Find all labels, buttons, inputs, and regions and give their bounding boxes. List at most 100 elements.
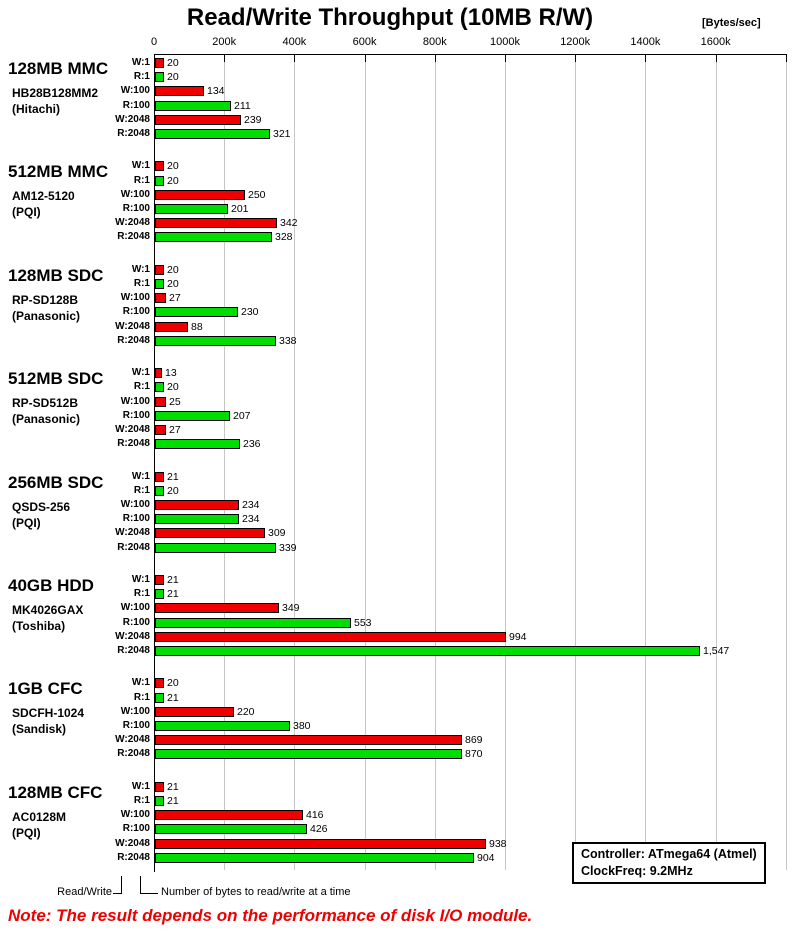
bar-row-label: R:2048 [117, 128, 150, 139]
x-tick-label: 1400k [630, 36, 661, 48]
write-bar [155, 839, 486, 849]
device-maker: (Panasonic) [12, 412, 81, 427]
controller-line: Controller: ATmega64 (Atmel) [581, 847, 757, 861]
bar-value-label: 201 [231, 203, 249, 215]
write-bar [155, 368, 162, 378]
bar-row-label: R:100 [122, 100, 150, 111]
device-model: QSDS-256 [12, 499, 71, 514]
device-name: 256MB SDC [8, 472, 104, 492]
bar-row-label: R:1 [133, 485, 150, 496]
read-bar [155, 72, 164, 82]
device-model: AM12-5120 [12, 189, 75, 204]
device-maker: (Hitachi) [12, 102, 60, 116]
axis-tick [435, 54, 436, 62]
gridline [224, 54, 225, 870]
bar-row-label: W:100 [120, 396, 150, 407]
bar-value-label: 342 [280, 217, 298, 229]
write-bar [155, 190, 245, 200]
device-name: 128MB SDC [8, 265, 104, 285]
bar-row-label: W:1 [131, 781, 150, 792]
bar-row-label: R:100 [122, 203, 150, 214]
bar-value-label: 239 [244, 114, 262, 126]
device-maker: (Sandisk) [12, 722, 67, 737]
bar-row-label: W:2048 [115, 734, 150, 745]
bar-row-label: R:1 [133, 71, 150, 82]
readwrite-legend-label: Read/Write [57, 886, 112, 898]
bar-value-label: 339 [279, 542, 297, 554]
axis-tick [505, 54, 506, 62]
write-bar [155, 115, 241, 125]
device-maker: (PQI) [12, 515, 41, 530]
read-bar [155, 176, 164, 186]
bar-row-label: W:100 [120, 602, 150, 613]
bar-row-label: W:1 [131, 574, 150, 585]
bytes-legend-label: Number of bytes to read/write at a time [161, 886, 351, 898]
read-bar [155, 486, 164, 496]
read-bar [155, 721, 290, 731]
axis-tick [575, 54, 576, 62]
write-bar [155, 472, 164, 482]
gridline [786, 54, 787, 870]
bar-value-label: 20 [167, 175, 179, 187]
bar-row-label: W:100 [120, 499, 150, 510]
device-model: MK4026GAX [12, 603, 84, 617]
bar-row-label: W:1 [131, 677, 150, 688]
read-bar [155, 796, 164, 806]
bar-value-label: 88 [191, 321, 203, 333]
device-model: RP-SD512B [12, 396, 79, 411]
device-model: AC0128M [12, 809, 67, 824]
bar-row-label: R:1 [133, 795, 150, 806]
bar-row-label: W:2048 [115, 321, 150, 332]
bar-value-label: 20 [167, 485, 179, 497]
bar-row-label: W:1 [131, 367, 150, 378]
note-text: Note: The result depends on the performa… [8, 906, 533, 925]
write-bar [155, 293, 166, 303]
bar-row-label: W:100 [120, 85, 150, 96]
bar-row-label: W:2048 [115, 527, 150, 538]
bar-value-label: 338 [279, 335, 297, 347]
read-bar [155, 411, 230, 421]
write-bar [155, 678, 164, 688]
bar-value-label: 250 [248, 189, 266, 201]
controller-info-box: Controller: ATmega64 (Atmel) ClockFreq: … [572, 842, 766, 884]
bar-row-label: W:2048 [115, 114, 150, 125]
axis-tick [365, 54, 366, 62]
write-bar [155, 603, 279, 613]
bar-row-label: R:100 [122, 617, 150, 628]
bar-row-label: R:2048 [117, 335, 150, 346]
x-tick-label: 0 [150, 36, 158, 48]
bar-value-label: 994 [509, 631, 527, 643]
bar-value-label: 234 [242, 499, 260, 511]
write-bar [155, 397, 166, 407]
bar-value-label: 426 [310, 823, 328, 835]
bar-value-label: 321 [273, 128, 291, 140]
bar-row-label: W:2048 [115, 838, 150, 849]
device-maker: (Panasonic) [12, 308, 81, 323]
clockfreq-line: ClockFreq: 9.2MHz [581, 864, 693, 878]
bar-value-label: 13 [165, 367, 177, 379]
read-bar [155, 618, 351, 628]
bar-value-label: 1,547 [703, 645, 730, 657]
bar-value-label: 21 [167, 471, 179, 483]
gridline [505, 54, 506, 870]
x-tick-label: 1200k [560, 36, 591, 48]
device-name: 512MB SDC [8, 369, 104, 389]
read-bar [155, 307, 238, 317]
bar-row-label: W:100 [120, 292, 150, 303]
bar-row-label: R:100 [122, 823, 150, 834]
device-name: 40GB HDD [8, 576, 94, 595]
bar-value-label: 416 [306, 809, 324, 821]
bar-value-label: 230 [241, 306, 259, 318]
write-bar [155, 322, 188, 332]
write-bar [155, 707, 234, 717]
write-bar [155, 500, 239, 510]
bar-value-label: 328 [275, 231, 293, 243]
read-bar [155, 749, 462, 759]
bar-row-label: W:1 [131, 471, 150, 482]
write-bar [155, 218, 277, 228]
bar-row-label: W:100 [120, 706, 150, 717]
read-bar [155, 232, 272, 242]
bar-value-label: 20 [167, 677, 179, 689]
bar-row-label: W:2048 [115, 424, 150, 435]
